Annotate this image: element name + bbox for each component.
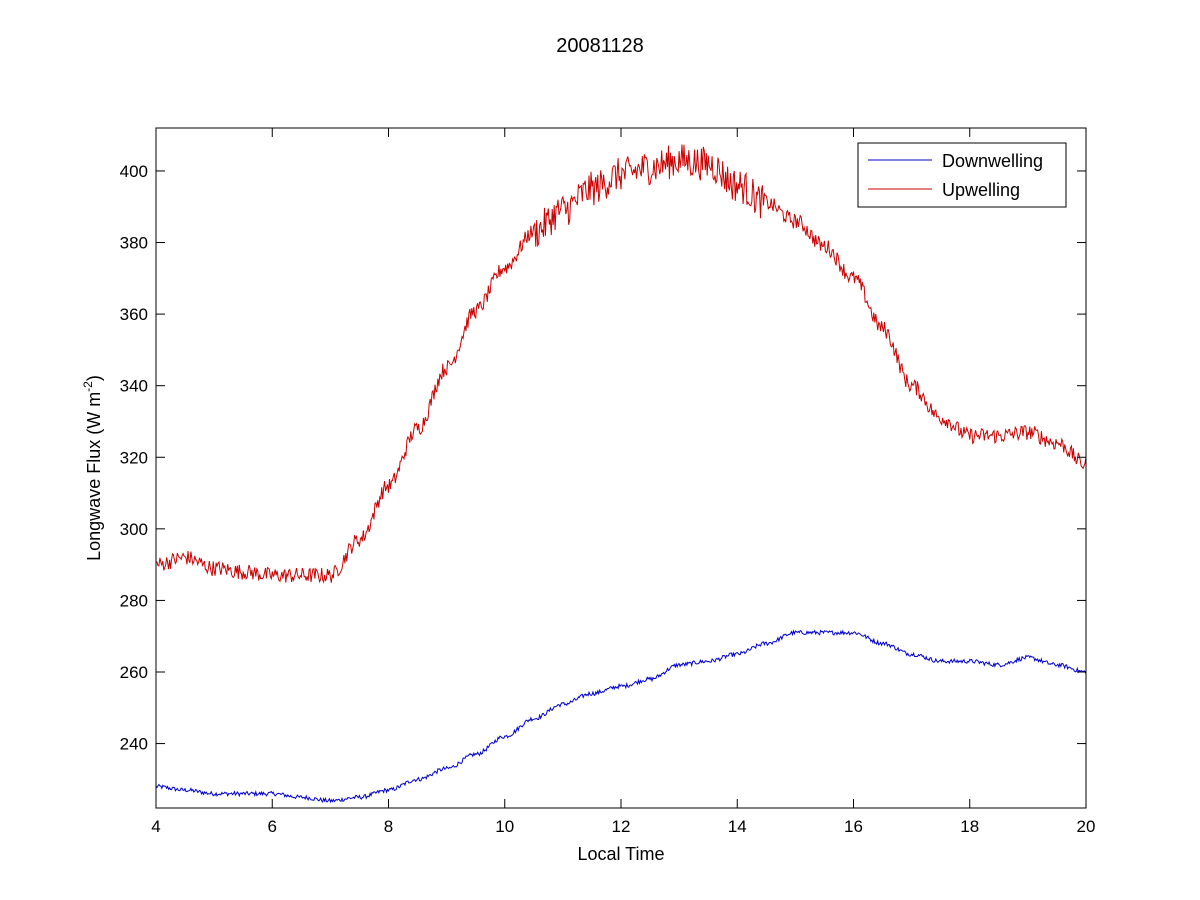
plot-area bbox=[156, 128, 1086, 808]
x-tick-label: 16 bbox=[844, 817, 863, 836]
x-tick-label: 4 bbox=[151, 817, 160, 836]
y-tick-label: 360 bbox=[120, 305, 148, 324]
legend-box bbox=[857, 142, 1067, 208]
y-tick-label: 240 bbox=[120, 735, 148, 754]
legend: Downwelling Upwelling bbox=[857, 142, 1067, 208]
ticks-layer: 4 6 8 10 12 14 16 18 20 240 260 280 300 320 340 360 380 4… bbox=[120, 128, 1096, 836]
series-line-downwelling bbox=[155, 629, 1087, 804]
x-tick-label: 18 bbox=[960, 817, 979, 836]
y-tick-label: 300 bbox=[120, 520, 148, 539]
y-axis-title-superscript: -2 bbox=[81, 381, 95, 392]
y-tick-label: 260 bbox=[120, 663, 148, 682]
x-tick-label: 12 bbox=[612, 817, 631, 836]
chart-title: 20081128 bbox=[556, 35, 644, 57]
y-axis-title-suffix: ) bbox=[84, 375, 104, 381]
x-tick-label: 6 bbox=[268, 817, 277, 836]
x-tick-label: 20 bbox=[1077, 817, 1096, 836]
y-axis-title-main: Longwave Flux (W m bbox=[84, 392, 104, 561]
y-tick-label: 380 bbox=[120, 234, 148, 253]
x-tick-label: 10 bbox=[495, 817, 514, 836]
x-tick-label: 8 bbox=[384, 817, 393, 836]
series-line-upwelling bbox=[155, 144, 1087, 584]
y-tick-label: 340 bbox=[120, 377, 148, 396]
x-tick-label: 14 bbox=[728, 817, 747, 836]
legend-label-upwelling: Upwelling bbox=[942, 180, 1020, 200]
x-axis-title: Local Time bbox=[577, 844, 664, 864]
y-axis-title: Longwave Flux (W m-2) bbox=[81, 375, 104, 561]
y-tick-label: 320 bbox=[120, 448, 148, 467]
legend-label-downwelling: Downwelling bbox=[942, 151, 1043, 171]
y-tick-label: 280 bbox=[120, 591, 148, 610]
y-tick-label: 400 bbox=[120, 162, 148, 181]
series-layer bbox=[155, 144, 1087, 804]
